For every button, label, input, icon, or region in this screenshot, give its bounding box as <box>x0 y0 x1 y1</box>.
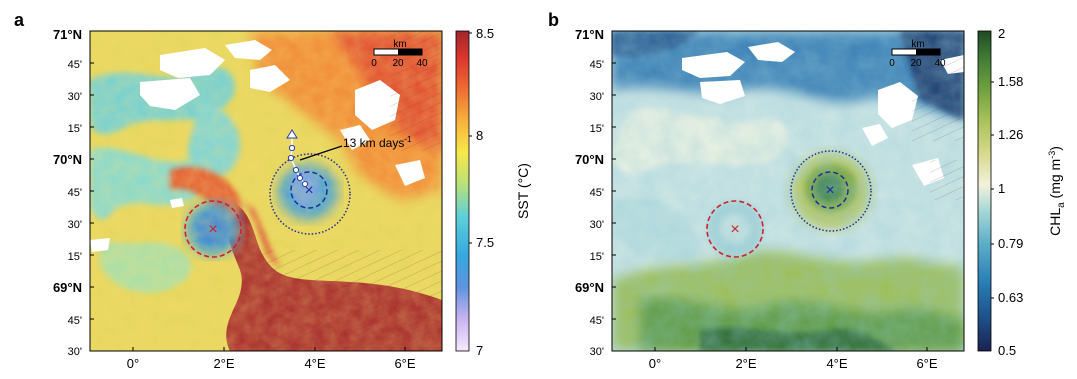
svg-text:8: 8 <box>476 128 483 143</box>
svg-text:6°E: 6°E <box>916 356 937 371</box>
svg-text:15': 15' <box>590 251 604 263</box>
svg-text:km: km <box>393 39 406 50</box>
panel-a: a <box>14 10 531 371</box>
svg-text:71°N: 71°N <box>575 27 604 42</box>
svg-text:0.63: 0.63 <box>998 290 1023 305</box>
svg-text:0.79: 0.79 <box>998 236 1023 251</box>
colorbar-chl-title: CHLa (mg m-3) <box>1047 146 1067 236</box>
svg-text:69°N: 69°N <box>575 280 604 295</box>
svg-text:40: 40 <box>416 58 428 69</box>
cold-eddy-west-outline <box>184 200 242 258</box>
velocity-annotation: 13 km days-1 <box>343 135 412 150</box>
svg-text:45': 45' <box>68 187 82 199</box>
svg-text:70°N: 70°N <box>575 152 604 167</box>
sst-map: × × 13 km days-1 km 0 20 40 <box>90 31 442 351</box>
lon-axis-b: 0° 2°E 4°E 6°E <box>649 356 938 371</box>
svg-text:1.58: 1.58 <box>998 74 1023 89</box>
colorbar-sst-title: SST (°C) <box>515 163 531 219</box>
panel-a-letter: a <box>14 10 25 30</box>
svg-text:4°E: 4°E <box>826 356 847 371</box>
svg-text:45': 45' <box>590 59 604 71</box>
svg-text:45': 45' <box>68 59 82 71</box>
chl-eddy-east-inner <box>811 171 849 209</box>
svg-text:40: 40 <box>934 58 946 69</box>
cloud-mask-b <box>682 42 964 186</box>
lat-axis-a: 71°N 45' 30' 15' 70°N 45' 30' 15' 69°N 4… <box>53 27 82 358</box>
svg-text:30': 30' <box>590 346 604 358</box>
svg-text:20: 20 <box>392 58 404 69</box>
svg-text:2: 2 <box>998 26 1005 41</box>
eddy-center-cross-blue-b: × <box>825 182 834 199</box>
svg-text:15': 15' <box>590 123 604 135</box>
svg-text:0°: 0° <box>649 356 661 371</box>
chl-eddy-west-outline <box>706 200 764 258</box>
svg-text:2°E: 2°E <box>213 356 234 371</box>
svg-text:2°E: 2°E <box>735 356 756 371</box>
svg-text:45': 45' <box>590 187 604 199</box>
scale-bar-a: km 0 20 40 <box>371 39 428 69</box>
scale-bar-b: km 0 20 40 <box>889 39 946 69</box>
svg-text:0: 0 <box>371 58 377 69</box>
svg-text:30': 30' <box>68 219 82 231</box>
svg-text:4°E: 4°E <box>304 356 325 371</box>
colorbar-chl: 2 1.58 1.26 1 0.79 0.63 0.5 CHLa (mg m-3… <box>977 26 1067 358</box>
svg-text:45': 45' <box>68 315 82 327</box>
chl-map: × × km 0 20 40 <box>612 31 964 351</box>
svg-text:1: 1 <box>998 181 1005 196</box>
eddy-center-cross-blue-a: × <box>304 182 313 199</box>
svg-text:0.5: 0.5 <box>998 343 1016 358</box>
lat-axis-b: 71°N 45' 30' 15' 70°N 45' 30' 15' 69°N 4… <box>575 27 604 358</box>
panel-b-letter: b <box>548 10 559 30</box>
svg-text:0°: 0° <box>127 356 139 371</box>
eddy-center-cross-red-b: × <box>730 221 739 238</box>
svg-text:30': 30' <box>590 91 604 103</box>
cloud-mask-a <box>90 40 425 252</box>
chl-eddy-east-outer <box>790 150 872 232</box>
svg-text:30': 30' <box>68 91 82 103</box>
cold-eddy-east-inner <box>290 171 328 209</box>
svg-text:km: km <box>911 39 924 50</box>
svg-text:7: 7 <box>476 343 483 358</box>
svg-text:8.5: 8.5 <box>476 26 494 41</box>
svg-text:70°N: 70°N <box>53 152 82 167</box>
track-start-triangle <box>286 129 298 139</box>
svg-text:15': 15' <box>68 251 82 263</box>
svg-text:71°N: 71°N <box>53 27 82 42</box>
svg-text:6°E: 6°E <box>394 356 415 371</box>
svg-text:15': 15' <box>68 123 82 135</box>
eddy-center-cross-red-a: × <box>208 221 217 238</box>
svg-text:7.5: 7.5 <box>476 235 494 250</box>
svg-text:20: 20 <box>910 58 922 69</box>
svg-text:30': 30' <box>590 219 604 231</box>
panel-b: b <box>548 10 1067 371</box>
svg-text:0: 0 <box>889 58 895 69</box>
lon-axis-a: 0° 2°E 4°E 6°E <box>127 356 416 371</box>
svg-text:45': 45' <box>590 315 604 327</box>
svg-text:30': 30' <box>68 346 82 358</box>
svg-text:1.26: 1.26 <box>998 127 1023 142</box>
annotation-leader-line <box>299 145 343 161</box>
cold-eddy-east-outer <box>269 153 351 235</box>
svg-text:69°N: 69°N <box>53 280 82 295</box>
colorbar-sst: 8.5 8 7.5 7 SST (°C) <box>455 26 531 358</box>
